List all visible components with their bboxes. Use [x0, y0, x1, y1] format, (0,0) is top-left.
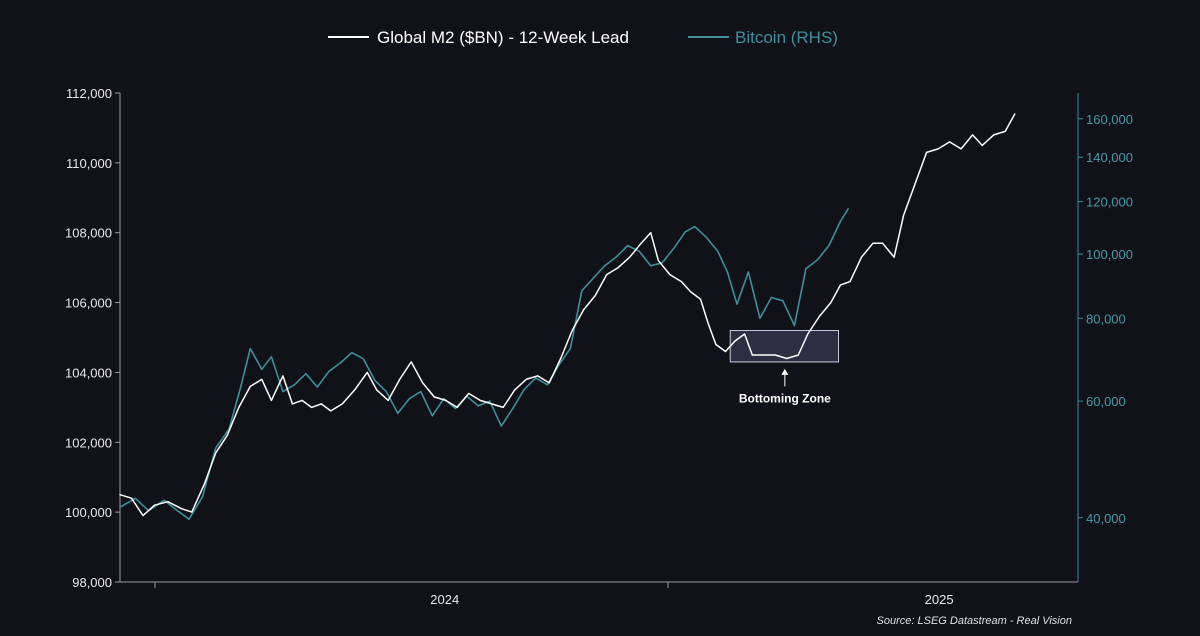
left-y-tick-label: 98,000: [72, 575, 112, 590]
axes: [119, 93, 1079, 588]
left-y-tick-label: 108,000: [65, 226, 112, 241]
left-y-tick-label: 110,000: [66, 156, 112, 171]
right-y-tick-label: 140,000: [1086, 150, 1133, 165]
left-y-tick-label: 112,000: [66, 86, 112, 101]
bottoming-zone-label: Bottoming Zone: [739, 391, 831, 405]
right-y-tick-label: 60,000: [1086, 394, 1126, 409]
x-ticks: 2024 2025: [430, 592, 953, 607]
right-y-tick-label: 160,000: [1086, 112, 1133, 127]
right-y-tick-label: 80,000: [1086, 311, 1126, 326]
x-tick-label: 2025: [925, 592, 954, 607]
legend-label-m2: Global M2 ($BN) - 12-Week Lead: [377, 28, 629, 47]
series-line-m2: [119, 113, 1016, 517]
right-y-tick-label: 120,000: [1086, 195, 1133, 210]
legend: Global M2 ($BN) - 12-Week Lead Bitcoin (…: [328, 28, 838, 47]
right-y-tick-label: 100,000: [1086, 247, 1133, 262]
x-tick-label: 2024: [430, 592, 459, 607]
annotation-arrow-head: [781, 368, 789, 375]
series-layer: [119, 113, 1016, 521]
left-y-tick-label: 104,000: [65, 365, 112, 380]
source-note: Source: LSEG Datastream - Real Vision: [877, 615, 1072, 627]
left-y-ticks: 98,000 100,000 102,000 104,000 106,000 108,00…: [65, 86, 120, 590]
legend-label-bitcoin: Bitcoin (RHS): [735, 28, 838, 47]
left-y-tick-label: 100,000: [65, 505, 112, 520]
left-y-tick-label: 102,000: [65, 435, 112, 450]
right-y-ticks: 40,000 60,000 80,000 100,000 120,000 140,000 1…: [1078, 112, 1133, 526]
series-line-bitcoin: [119, 208, 849, 521]
right-y-tick-label: 40,000: [1086, 511, 1126, 526]
left-y-tick-label: 106,000: [65, 296, 112, 311]
